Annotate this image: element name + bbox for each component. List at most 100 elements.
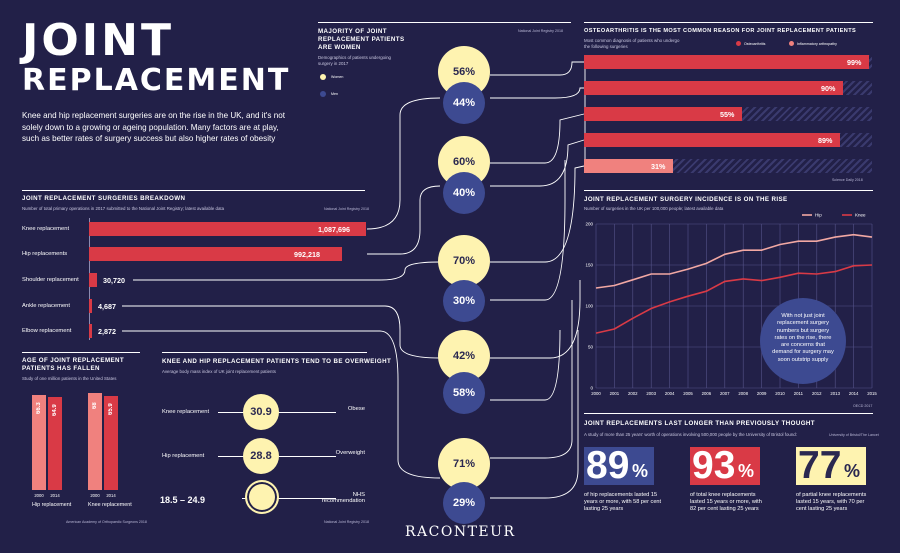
age-bar-year: 2000 [90,493,100,498]
men-legend-label: Men [331,92,338,96]
age-group-label: Hip replacement [32,502,72,508]
main-title-line2: REPLACEMENT [22,63,291,98]
stat-text-line3: 82 per cent lasting 25 years [690,506,759,512]
breakdown-row-value: 1,087,696 [318,225,350,234]
x-tick-label: 2006 [702,391,712,396]
longer-title: JOINT REPLACEMENTS LAST LONGER THAN PREV… [584,420,815,427]
women-source: National Joint Registry 2018 [518,29,563,33]
x-tick-label: 2000 [591,391,601,396]
breakdown-subtitle: Number of total primary operations in 20… [22,206,225,211]
breakdown-bar [89,324,92,338]
stat-block [690,447,760,485]
osteo-bar [584,107,742,121]
longer-subtitle: A study of more than 25 years' worth of … [584,432,797,437]
x-tick-label: 2007 [720,391,730,396]
x-tick-label: 2012 [812,391,822,396]
women-ring: 71% [438,438,490,490]
stat-block [796,447,866,485]
stat-text-line2: lasted 15 years or more, with [690,499,762,505]
age-bar-value: 65.9 [108,403,114,415]
breakdown-bar [89,222,366,236]
y-tick-label: 0 [590,386,593,391]
women-legend-label: Women [331,75,344,79]
bmi-source: National Joint Registry 2018 [324,520,369,524]
age-group-label: Knee replacement [88,502,132,508]
series-line-hip [595,233,873,289]
main-title-line1: JOINT [22,15,174,66]
breakdown-bar [89,299,92,313]
osteo-subtitle-line1: Most common diagnosis of patients who un… [584,38,680,43]
osteo-bar [584,133,840,147]
osteo-rule [584,22,873,23]
stat-text-line2: lasted 15 years, with 70 per [796,499,865,505]
osteo-legend-dot [736,41,741,46]
x-tick-label: 2005 [683,391,693,396]
bmi-row-label: 18.5 – 24.9 [160,495,206,505]
x-tick-label: 2010 [775,391,785,396]
bmi-rule [162,352,367,353]
women-ring: 70% [438,235,490,287]
men-ring: 40% [443,172,485,214]
legend-label-hip: Hip [815,213,822,218]
osteo-bar [584,55,869,69]
y-tick-label: 50 [588,345,594,350]
breakdown-row-value: 4,687 [98,302,116,311]
osteo-bar [584,159,673,173]
osteo-legend-label: Osteoarthritis [744,42,766,46]
osteo-bar-label: 90% [821,84,836,93]
incidence-note-circle [760,298,846,384]
breakdown-source: National Joint Registry 2018 [324,207,369,211]
women-title-line2: REPLACEMENT PATIENTS [318,36,405,43]
osteo-bar [584,81,843,95]
x-tick-label: 2001 [610,391,620,396]
intro-text: Knee and hip replacement surgeries are o… [22,111,285,144]
age-subtitle: Study of one million patients in the Uni… [22,376,117,381]
breakdown-row-value: 2,872 [98,327,116,336]
breakdown-row-label: Elbow replacement [22,328,72,334]
women-ring: 42% [438,330,490,382]
x-tick-label: 2011 [794,391,804,396]
breakdown-row-value: 992,218 [294,250,320,259]
age-title-line1: AGE OF JOINT REPLACEMENT [22,357,125,364]
legend-label-knee: Knee [855,213,866,218]
x-tick-label: 2002 [628,391,638,396]
x-tick-label: 2013 [830,391,840,396]
stat-block [584,447,654,485]
age-bar-year: 2000 [34,493,44,498]
bmi-row-category: Obese [347,406,365,412]
bmi-row-label: Hip replacement [162,453,205,459]
age-bar [32,395,46,490]
stat-text-line1: of hip replacements lasted 15 [584,492,658,498]
bmi-row-label: Knee replacement [162,409,210,415]
incidence-chart: 0 50 100 150 200 2000 2001 2002 2003 2004 2005 2006… [585,213,877,397]
breakdown-rule [22,190,365,191]
bmi-line-right [276,498,336,499]
y-tick-label: 150 [585,263,593,268]
stat-text-line1: of partial knee replacements [796,492,867,498]
incidence-subtitle: Number of surgeries in the UK per 100,00… [584,206,724,211]
age-bar [88,393,102,490]
age-bar-year: 2014 [106,493,116,498]
breakdown-row-label: Hip replacements [22,251,68,257]
stat-text-line3: cent lasting 25 years [796,506,848,512]
stat-text-line2: years or more, with 58 per cent [584,499,662,505]
osteo-bar-label: 89% [818,136,833,145]
x-tick-label: 2009 [757,391,767,396]
bmi-line-left [218,412,254,413]
women-rule [318,22,571,23]
age-title-line2: PATIENTS HAS FALLEN [22,365,100,372]
incidence-title: JOINT REPLACEMENT SURGERY INCIDENCE IS O… [584,196,788,203]
age-bar-value: 68 [92,402,98,410]
osteo-source: Science Daily 2018 [832,178,863,182]
inflam-legend-label: Inflammatory arthropathy [797,42,837,46]
breakdown-row-label: Shoulder replacement [22,277,79,283]
longer-source: University of Bristol/The Lancet [829,433,879,437]
incidence-source: OECD 2017 [853,404,873,408]
men-ring: 44% [443,82,485,124]
breakdown-bar [89,247,342,261]
bmi-title: KNEE AND HIP REPLACEMENT PATIENTS TEND T… [162,358,392,365]
stat-text-line1: of total knee replacements [690,492,756,498]
stat-number: 77 [798,444,842,487]
x-tick-label: 2004 [665,391,675,396]
